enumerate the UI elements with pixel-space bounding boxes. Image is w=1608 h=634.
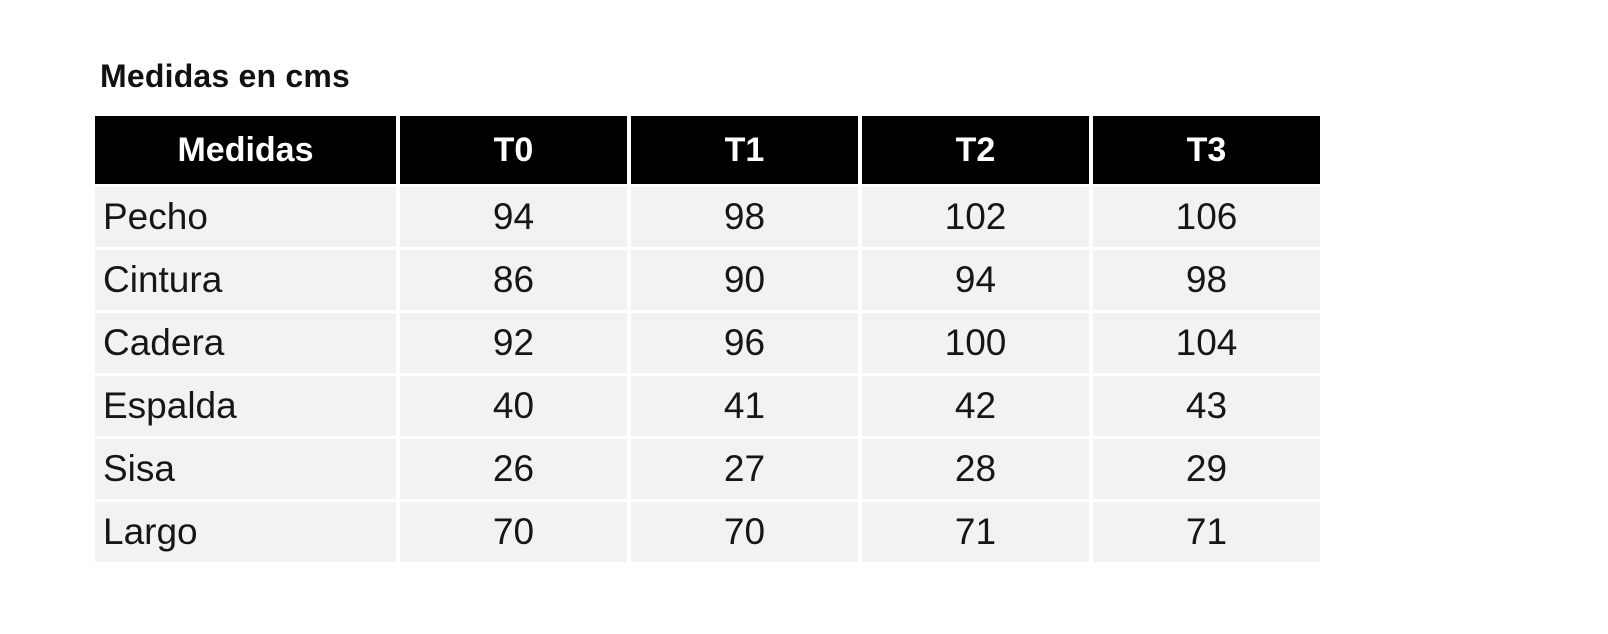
cell-value: 42 [862, 376, 1089, 436]
row-label: Pecho [95, 187, 396, 247]
cell-value: 40 [400, 376, 627, 436]
cell-value: 41 [631, 376, 858, 436]
cell-value: 106 [1093, 187, 1320, 247]
cell-value: 94 [862, 250, 1089, 310]
cell-value: 71 [1093, 502, 1320, 562]
row-label: Sisa [95, 439, 396, 499]
row-label: Espalda [95, 376, 396, 436]
row-label: Cadera [95, 313, 396, 373]
header-cell-t3: T3 [1093, 116, 1320, 184]
cell-value: 43 [1093, 376, 1320, 436]
header-cell-t1: T1 [631, 116, 858, 184]
cell-value: 98 [1093, 250, 1320, 310]
cell-value: 71 [862, 502, 1089, 562]
header-cell-t2: T2 [862, 116, 1089, 184]
cell-value: 70 [400, 502, 627, 562]
cell-value: 104 [1093, 313, 1320, 373]
size-chart-table: Medidas T0 T1 T2 T3 Pecho 94 98 102 106 … [95, 116, 1320, 562]
row-label: Cintura [95, 250, 396, 310]
cell-value: 102 [862, 187, 1089, 247]
cell-value: 90 [631, 250, 858, 310]
cell-value: 92 [400, 313, 627, 373]
cell-value: 98 [631, 187, 858, 247]
cell-value: 28 [862, 439, 1089, 499]
cell-value: 96 [631, 313, 858, 373]
page-title: Medidas en cms [100, 58, 351, 94]
cell-value: 94 [400, 187, 627, 247]
cell-value: 26 [400, 439, 627, 499]
cell-value: 70 [631, 502, 858, 562]
cell-value: 27 [631, 439, 858, 499]
header-cell-t0: T0 [400, 116, 627, 184]
cell-value: 29 [1093, 439, 1320, 499]
header-cell-medidas: Medidas [95, 116, 396, 184]
cell-value: 86 [400, 250, 627, 310]
cell-value: 100 [862, 313, 1089, 373]
row-label: Largo [95, 502, 396, 562]
